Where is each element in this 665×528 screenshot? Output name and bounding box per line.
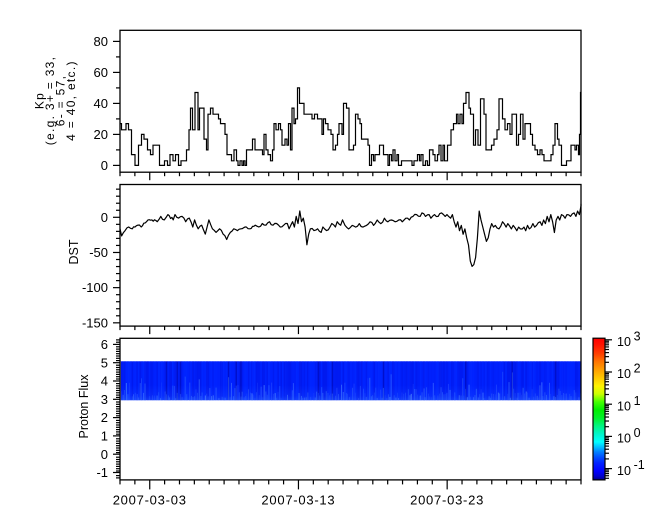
- svg-text:Proton Flux: Proton Flux: [77, 374, 91, 439]
- svg-text:(e.g. 3+ = 33,: (e.g. 3+ = 33,: [43, 56, 57, 146]
- svg-text:Kp: Kp: [33, 92, 47, 109]
- svg-text:-150: -150: [82, 315, 108, 330]
- svg-text:2: 2: [101, 410, 108, 425]
- svg-text:0: 0: [101, 447, 108, 462]
- svg-text:10: 10: [617, 464, 631, 478]
- svg-text:-1: -1: [634, 458, 645, 472]
- svg-text:10: 10: [617, 432, 631, 446]
- svg-text:40: 40: [94, 96, 108, 111]
- svg-text:3: 3: [634, 329, 641, 343]
- svg-text:2007-03-23: 2007-03-23: [410, 492, 484, 507]
- svg-text:2007-03-13: 2007-03-13: [261, 492, 335, 507]
- svg-text:0: 0: [101, 158, 108, 173]
- svg-text:0: 0: [634, 426, 641, 440]
- svg-text:1: 1: [101, 429, 108, 444]
- svg-text:-50: -50: [89, 245, 108, 260]
- svg-text:-1: -1: [96, 465, 108, 480]
- svg-text:4 = 40, etc.): 4 = 40, etc.): [64, 60, 78, 141]
- svg-text:6: 6: [101, 337, 108, 352]
- svg-text:10: 10: [617, 399, 631, 413]
- svg-text:80: 80: [94, 34, 108, 49]
- svg-text:3: 3: [101, 392, 108, 407]
- svg-text:6- = 57,: 6- = 57,: [54, 75, 68, 126]
- svg-text:5: 5: [101, 355, 108, 370]
- svg-text:2007-03-03: 2007-03-03: [113, 492, 187, 507]
- svg-text:4: 4: [101, 374, 108, 389]
- svg-text:2: 2: [634, 362, 641, 376]
- svg-text:60: 60: [94, 65, 108, 80]
- svg-text:DST: DST: [67, 239, 81, 264]
- svg-text:10: 10: [617, 367, 631, 381]
- svg-text:0: 0: [101, 210, 108, 225]
- svg-text:10: 10: [617, 335, 631, 349]
- svg-text:20: 20: [94, 127, 108, 142]
- svg-text:-100: -100: [82, 280, 108, 295]
- svg-text:1: 1: [634, 394, 641, 408]
